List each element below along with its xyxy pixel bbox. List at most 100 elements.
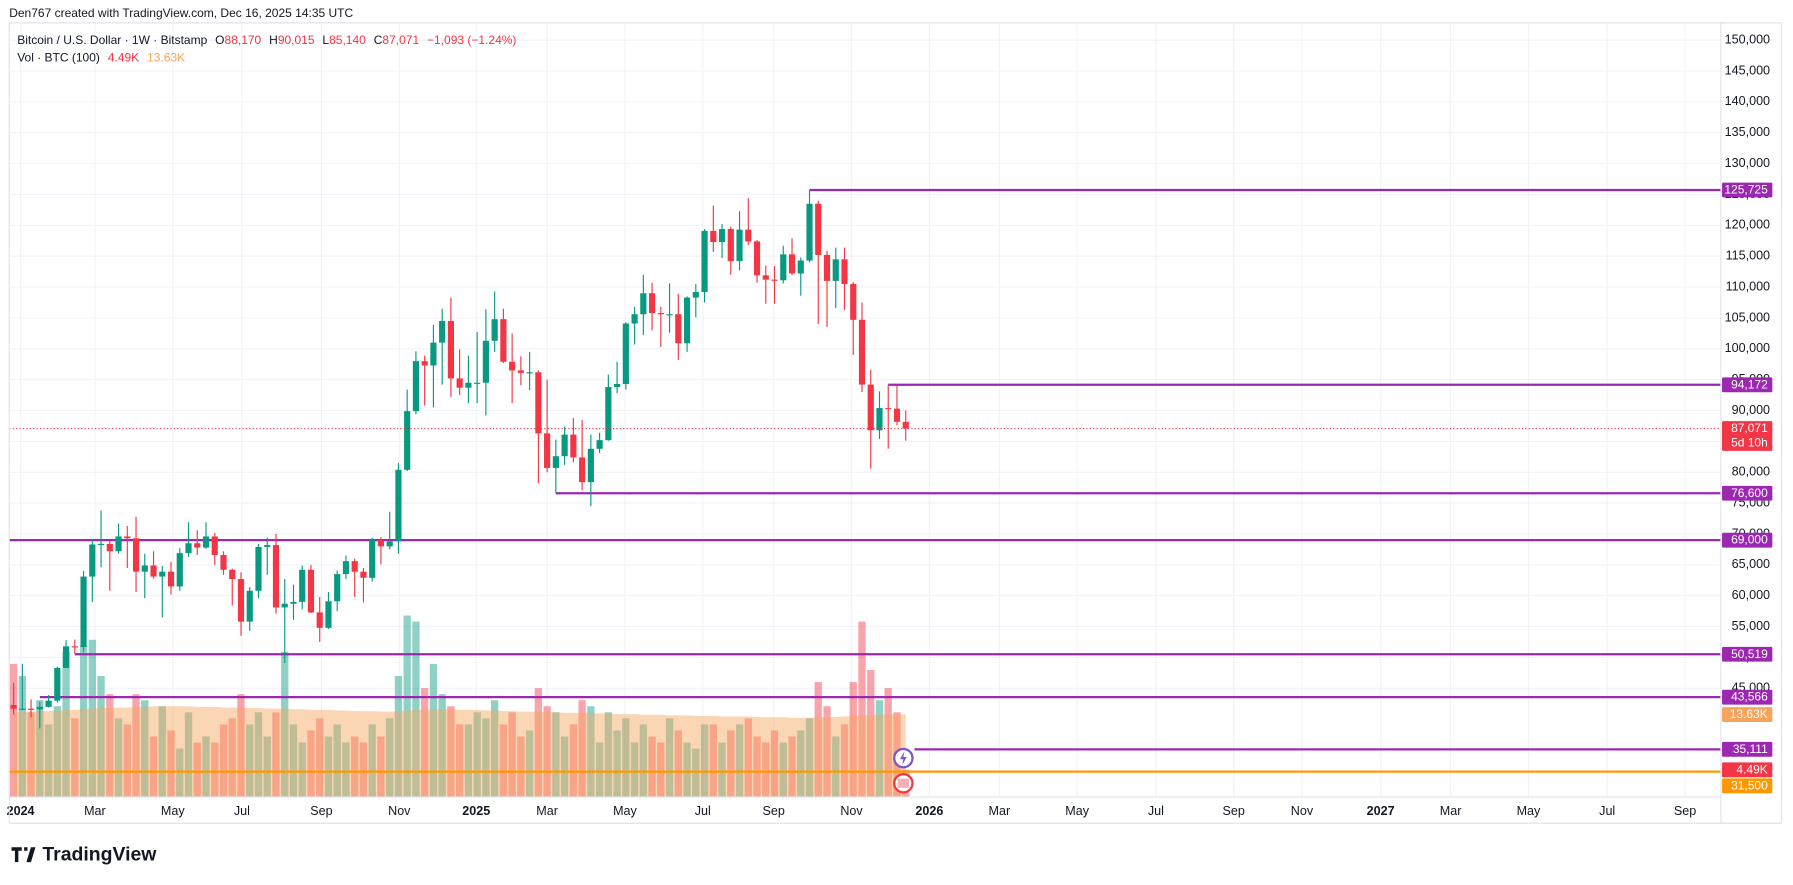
candle-body <box>351 561 358 572</box>
brand-name: TradingView <box>42 843 157 865</box>
volume-bar <box>359 742 368 797</box>
volume-title: Vol · BTC (100) <box>17 50 100 64</box>
volume-bar <box>727 730 735 797</box>
volume-bar <box>875 700 884 797</box>
candle-body <box>535 372 542 434</box>
candle-body <box>482 340 489 383</box>
volume-bar <box>622 718 630 797</box>
candle-body <box>526 372 533 374</box>
x-tick-label: Nov <box>388 804 411 818</box>
candle-body <box>885 408 892 410</box>
volume-bar <box>324 736 333 797</box>
candle-body <box>299 569 306 602</box>
candle-body <box>45 700 52 707</box>
y-tick-label: 115,000 <box>1726 249 1770 263</box>
candle-body <box>264 545 271 547</box>
candle-body <box>806 203 813 261</box>
y-tick-label: 90,000 <box>1732 403 1770 417</box>
candle-body <box>89 544 96 577</box>
y-tick-label: 140,000 <box>1725 94 1770 108</box>
candle-body <box>666 314 673 316</box>
candle-body <box>71 646 78 648</box>
candle-body <box>124 536 131 539</box>
candle-body <box>500 319 507 362</box>
price-tag <box>1722 741 1773 757</box>
x-tick-label: 2024 <box>7 804 35 818</box>
attribution: Den767 created with TradingView.com, Dec… <box>9 6 353 20</box>
x-tick-label: Nov <box>1291 804 1314 818</box>
y-tick-label: 120,000 <box>1725 218 1770 232</box>
indicator-icons[interactable] <box>893 747 914 794</box>
price-tag <box>1722 762 1773 778</box>
volume-bar <box>499 724 508 797</box>
candle-body <box>710 230 717 243</box>
volume-bar <box>525 730 534 797</box>
candle-body <box>80 576 87 647</box>
volume-bar <box>9 663 18 797</box>
price-tag <box>1722 689 1773 705</box>
candle-body <box>509 361 516 371</box>
volume-bar <box>788 736 796 797</box>
candle-body <box>115 536 122 552</box>
candle-body <box>97 543 105 546</box>
candle-body <box>718 229 726 243</box>
price-tag <box>1722 646 1773 662</box>
volume-bar <box>840 724 849 797</box>
candle-body <box>517 370 524 373</box>
volume-bar <box>735 724 744 797</box>
candle-body <box>211 536 218 555</box>
volume-bar <box>849 682 857 797</box>
volume-bar <box>473 712 481 797</box>
candle-body <box>19 708 26 710</box>
change-value: −1,093 (−1.24%) <box>427 33 516 47</box>
volume-bar <box>797 730 805 797</box>
brand-logo: TradingView <box>11 843 157 865</box>
volume-bar <box>438 694 446 797</box>
candle-body <box>544 433 551 468</box>
x-tick-label: Jul <box>234 804 250 818</box>
open-key: O <box>215 33 224 47</box>
volume-value: 4.49K <box>108 50 139 64</box>
candle-body <box>648 293 656 313</box>
volume-bar <box>62 651 70 797</box>
axis-layer: 45,00050,00055,00060,00065,00070,00075,0… <box>7 32 1773 818</box>
volume-bar <box>377 736 385 797</box>
y-tick-label: 105,000 <box>1725 310 1770 324</box>
volume-bar <box>386 718 394 797</box>
close-key: C <box>374 33 383 47</box>
y-tick-label: 65,000 <box>1732 557 1770 571</box>
candle-body <box>640 293 647 315</box>
volume-bar <box>167 730 175 797</box>
close-value: 87,071 <box>382 33 419 47</box>
x-tick-label: 2027 <box>1367 804 1395 818</box>
volume-bar <box>263 736 271 797</box>
candle-body <box>141 565 148 572</box>
volume-bar <box>351 736 359 797</box>
low-value: 85,140 <box>329 33 366 47</box>
grid-layer <box>9 22 1721 797</box>
volume-bar <box>307 730 315 797</box>
candle-body <box>683 297 691 344</box>
candle-body <box>369 540 376 578</box>
candle-body <box>797 260 804 274</box>
candle-body <box>736 229 743 262</box>
candle-body <box>132 538 140 572</box>
volume-bar <box>368 724 376 797</box>
candle-body <box>159 571 166 577</box>
price-tag <box>1722 421 1773 451</box>
volume-bar <box>79 645 88 797</box>
volume-bar <box>149 736 158 797</box>
candle-body <box>605 387 612 441</box>
volume-bar <box>613 730 621 797</box>
volume-bar <box>97 676 105 797</box>
candle-body <box>272 545 280 608</box>
volume-bar <box>106 694 114 797</box>
candle-body <box>36 706 43 710</box>
high-key: H <box>269 33 278 47</box>
candle-body <box>858 319 866 385</box>
candle-body <box>622 323 629 384</box>
price-tag-label: 94,172 <box>1731 377 1768 391</box>
volume-bar <box>193 742 201 797</box>
volume-bar <box>753 736 761 797</box>
